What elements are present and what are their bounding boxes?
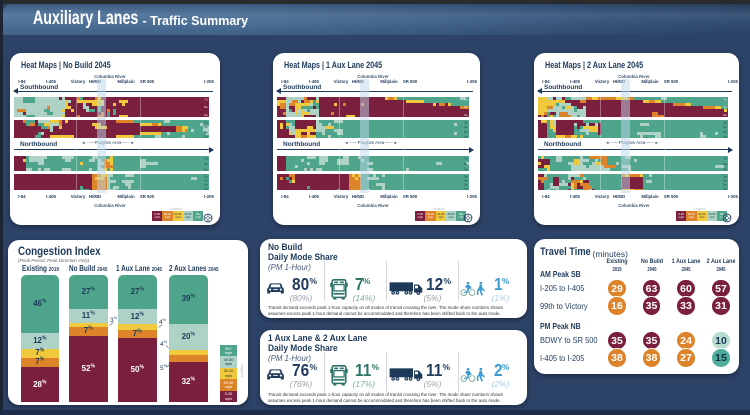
svg-text:7a: 7a — [204, 156, 208, 160]
svg-text:7a: 7a — [723, 97, 727, 101]
svg-text:7a: 7a — [464, 97, 468, 101]
svg-text:6p: 6p — [464, 187, 468, 190]
svg-text:8a: 8a — [204, 162, 208, 166]
svg-text:3p: 3p — [464, 120, 468, 124]
svg-text:3p: 3p — [723, 174, 727, 178]
svg-text:8a: 8a — [723, 162, 727, 166]
svg-text:6p: 6p — [204, 134, 208, 138]
svg-text:6p: 6p — [464, 134, 468, 138]
svg-text:9a: 9a — [464, 113, 468, 117]
svg-text:4p: 4p — [204, 125, 208, 129]
svg-text:9a: 9a — [464, 167, 468, 171]
svg-text:5p: 5p — [204, 130, 208, 134]
svg-text:8a: 8a — [723, 105, 727, 109]
svg-text:9a: 9a — [723, 167, 727, 171]
svg-text:4p: 4p — [464, 178, 468, 182]
svg-text:9a: 9a — [723, 113, 727, 117]
svg-text:7a: 7a — [723, 156, 727, 160]
svg-text:5p: 5p — [464, 183, 468, 187]
svg-text:6p: 6p — [723, 187, 727, 190]
svg-text:6p: 6p — [204, 187, 208, 190]
svg-text:6p: 6p — [723, 134, 727, 138]
svg-text:4p: 4p — [204, 178, 208, 182]
svg-text:8a: 8a — [204, 105, 208, 109]
svg-text:3p: 3p — [204, 120, 208, 124]
svg-text:8a: 8a — [464, 162, 468, 166]
svg-text:3p: 3p — [204, 174, 208, 178]
svg-text:9a: 9a — [204, 167, 208, 171]
svg-text:5p: 5p — [464, 130, 468, 134]
svg-text:4p: 4p — [723, 178, 727, 182]
svg-text:3p: 3p — [723, 120, 727, 124]
svg-text:5p: 5p — [204, 183, 208, 187]
svg-text:5p: 5p — [723, 183, 727, 187]
svg-text:7a: 7a — [464, 156, 468, 160]
svg-text:4p: 4p — [464, 125, 468, 129]
svg-text:5p: 5p — [723, 130, 727, 134]
svg-text:8a: 8a — [464, 105, 468, 109]
svg-text:9a: 9a — [204, 113, 208, 117]
svg-text:3p: 3p — [464, 174, 468, 178]
svg-text:7a: 7a — [204, 97, 208, 101]
svg-text:4p: 4p — [723, 125, 727, 129]
